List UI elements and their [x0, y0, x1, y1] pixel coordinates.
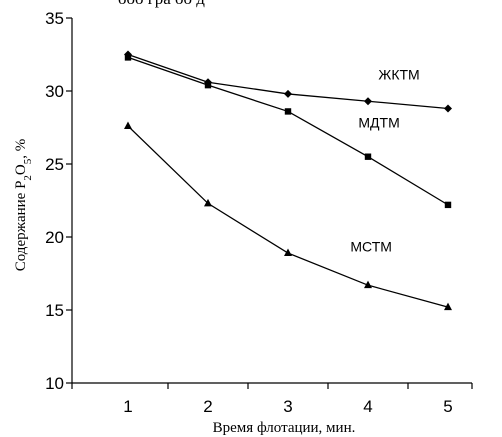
data-point-diamond	[444, 104, 452, 113]
series-label-3: МСТМ	[350, 239, 392, 255]
series-line	[127, 125, 449, 308]
x-axis-ticks: 1 2 3 4 5	[71, 383, 473, 416]
y-tick-label: 20	[45, 228, 64, 247]
y-axis-title-main: Содержание P	[13, 181, 29, 272]
y-axis-title-tail: , %	[13, 139, 29, 159]
data-point-square	[204, 81, 212, 89]
x-tick-label: 3	[283, 397, 292, 416]
data-point-square	[284, 108, 292, 115]
axes	[71, 18, 472, 384]
data-point-triangle	[204, 198, 212, 207]
data-point-diamond	[364, 97, 372, 106]
series-3	[124, 121, 452, 311]
y-tick-label: 25	[45, 155, 64, 174]
y-axis-title-sub1: 2	[22, 175, 34, 181]
data-point-triangle	[284, 248, 292, 257]
y-tick-label: 10	[45, 374, 64, 393]
series-layer	[124, 50, 452, 311]
y-tick-label: 30	[45, 82, 64, 101]
chart-title-fragment: ооо гра оо д	[118, 0, 205, 8]
series-labels: ЖКТМ МДТМ МСТМ	[350, 66, 419, 254]
y-tick-label: 15	[45, 301, 64, 320]
data-point-square	[364, 153, 372, 160]
series-2	[124, 54, 452, 209]
data-point-triangle	[364, 280, 372, 289]
series-label-2: МДТМ	[358, 115, 399, 131]
data-point-diamond	[284, 89, 292, 98]
y-axis-title: Содержание P2O5, %	[13, 139, 34, 272]
y-axis-ticks: 10 15 20 25 30 35	[45, 9, 72, 393]
data-point-square	[124, 54, 132, 61]
x-tick-label: 4	[363, 397, 372, 416]
y-axis-title-mid: O	[13, 164, 29, 175]
x-tick-label: 1	[123, 397, 132, 416]
x-axis-title: Время флотации, мин.	[213, 420, 356, 436]
y-tick-label: 35	[45, 9, 64, 28]
y-axis-title-sub2: 5	[22, 158, 34, 164]
data-point-square	[444, 201, 452, 209]
x-tick-label: 5	[443, 397, 452, 416]
data-point-triangle	[124, 121, 132, 130]
series-label-1: ЖКТМ	[378, 66, 419, 82]
data-point-triangle	[444, 302, 452, 311]
x-tick-label: 2	[203, 397, 212, 416]
